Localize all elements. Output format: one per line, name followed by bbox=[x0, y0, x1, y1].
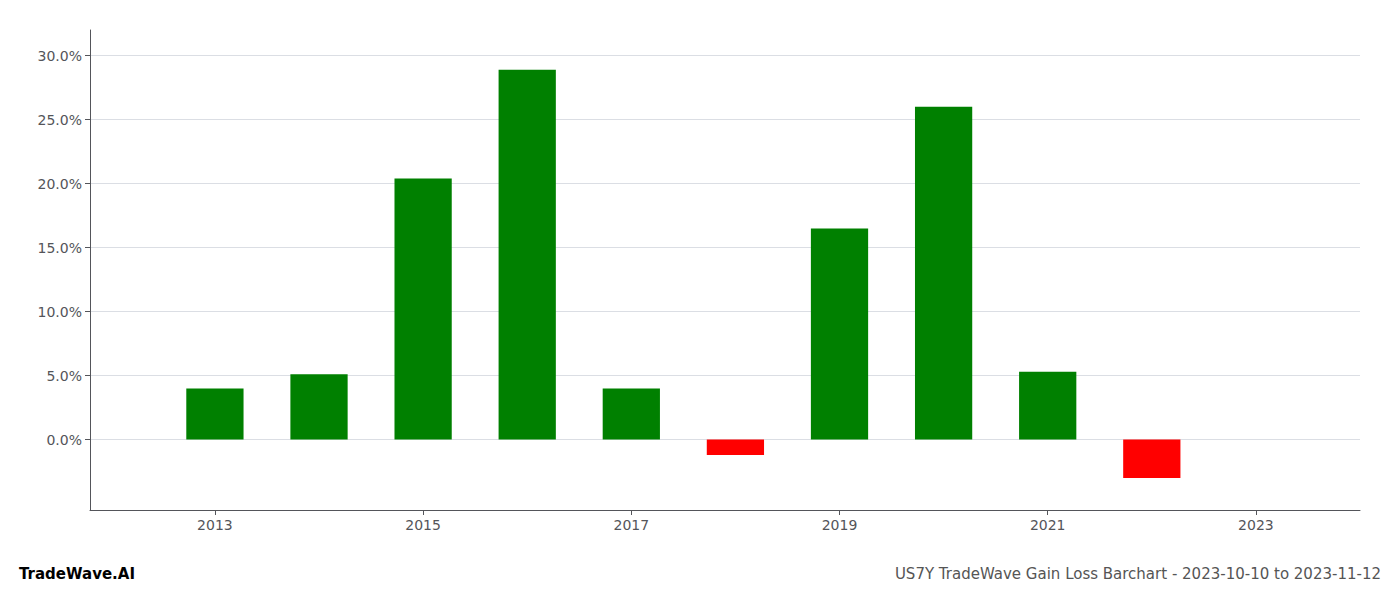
svg-text:10.0%: 10.0% bbox=[38, 304, 82, 320]
svg-text:2023: 2023 bbox=[1238, 517, 1274, 533]
svg-text:30.0%: 30.0% bbox=[38, 48, 82, 64]
svg-text:2019: 2019 bbox=[822, 517, 858, 533]
svg-text:2017: 2017 bbox=[613, 517, 649, 533]
svg-text:TradeWave.AI: TradeWave.AI bbox=[19, 565, 135, 583]
svg-text:US7Y TradeWave Gain Loss Barch: US7Y TradeWave Gain Loss Barchart - 2023… bbox=[895, 565, 1381, 583]
svg-text:2013: 2013 bbox=[197, 517, 233, 533]
svg-text:0.0%: 0.0% bbox=[46, 432, 82, 448]
svg-text:5.0%: 5.0% bbox=[46, 368, 82, 384]
svg-text:25.0%: 25.0% bbox=[38, 112, 82, 128]
svg-text:2015: 2015 bbox=[405, 517, 441, 533]
svg-text:15.0%: 15.0% bbox=[38, 240, 82, 256]
svg-text:2021: 2021 bbox=[1030, 517, 1066, 533]
svg-text:20.0%: 20.0% bbox=[38, 176, 82, 192]
